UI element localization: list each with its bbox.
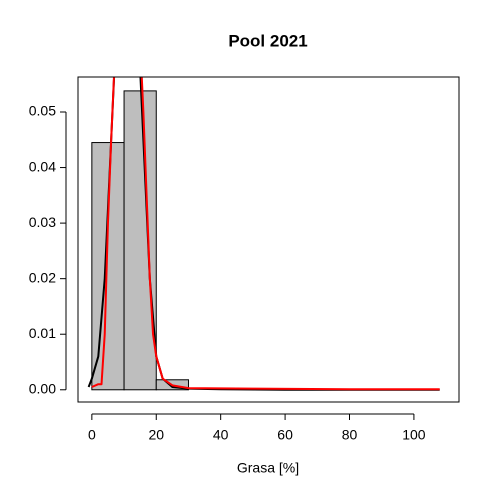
chart-title: Pool 2021 xyxy=(228,31,307,50)
y-tick-label: 0.02 xyxy=(29,269,56,285)
plot-area xyxy=(87,77,440,391)
bar xyxy=(91,142,125,391)
x-tick-label: 100 xyxy=(402,427,426,443)
y-tick-label: 0.04 xyxy=(29,158,56,174)
bar xyxy=(123,90,157,391)
density-line xyxy=(91,77,440,391)
x-axis-label: Grasa [%] xyxy=(237,460,299,476)
x-tick-label: 60 xyxy=(277,427,293,443)
plot-frame xyxy=(77,76,460,403)
y-tick-label: 0.05 xyxy=(29,103,56,119)
y-tick-label: 0.03 xyxy=(29,214,56,230)
x-tick-label: 80 xyxy=(342,427,358,443)
y-tick-label: 0.00 xyxy=(29,380,56,396)
x-tick-label: 40 xyxy=(213,427,229,443)
x-tick-label: 0 xyxy=(88,427,96,443)
y-tick-label: 0.01 xyxy=(29,325,56,341)
x-tick-label: 20 xyxy=(148,427,164,443)
